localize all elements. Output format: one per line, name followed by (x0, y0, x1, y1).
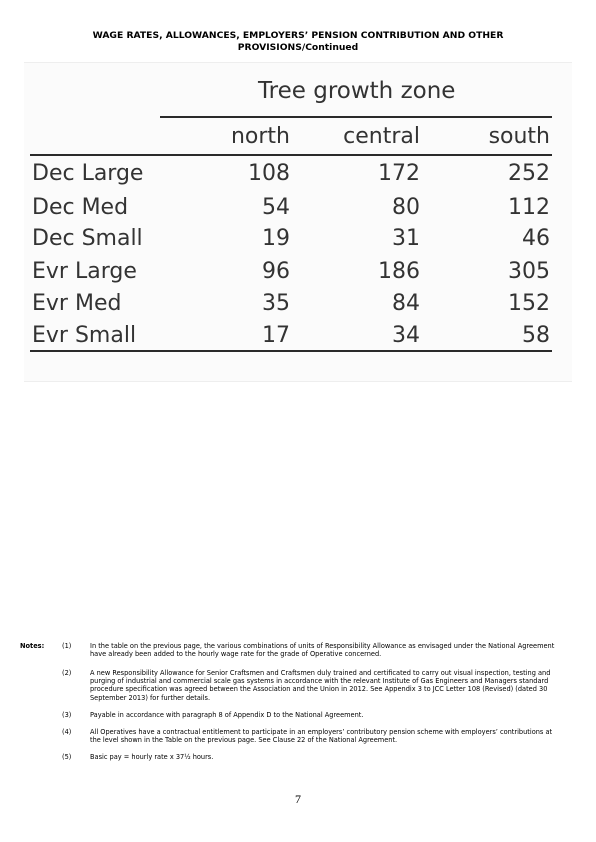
row-label: Evr Large (32, 259, 137, 284)
note-text: Basic pay = hourly rate x 37½ hours. (90, 753, 214, 761)
table-cell: 172 (378, 161, 420, 186)
page-heading: WAGE RATES, ALLOWANCES, EMPLOYERS’ PENSI… (40, 30, 556, 54)
table-cell: 96 (262, 259, 290, 284)
table-cell: 186 (378, 259, 420, 284)
table-cell: 34 (392, 323, 420, 348)
row-label: Dec Med (32, 195, 129, 220)
table-cell: 58 (522, 323, 550, 348)
note-text: Payable in accordance with paragraph 8 o… (90, 711, 364, 719)
table-cell: 80 (392, 195, 420, 220)
table-bottom-rule (30, 350, 552, 352)
row-label: Evr Med (32, 291, 122, 316)
table-title: Tree growth zone (258, 78, 456, 104)
header-rule (160, 116, 552, 118)
row-label: Dec Small (32, 226, 143, 251)
note-number: (5) (62, 753, 72, 761)
table-bottom-edge (24, 381, 572, 382)
column-header-central: central (343, 124, 420, 149)
note-number: (2) (62, 669, 72, 677)
notes-label: Notes: (20, 642, 45, 650)
column-header-south: south (488, 124, 550, 149)
note-number: (3) (62, 711, 72, 719)
row-label: Dec Large (32, 161, 144, 186)
heading-line-2: PROVISIONS/Continued (237, 42, 359, 53)
table-cell: 305 (508, 259, 550, 284)
table-cell: 54 (262, 195, 290, 220)
row-label: Evr Small (32, 323, 137, 348)
column-header-north: north (230, 124, 290, 149)
note-text: In the table on the previous page, the v… (90, 642, 555, 659)
table-cell: 46 (522, 226, 550, 251)
tree-growth-table: Tree growth zone north central south Dec… (24, 62, 572, 382)
table-cell: 84 (392, 291, 420, 316)
table-cell: 31 (392, 226, 420, 251)
table-top-edge (24, 62, 572, 63)
column-header-rule (30, 154, 552, 156)
table-cell: 35 (262, 291, 290, 316)
table-cell: 19 (262, 226, 290, 251)
table-cell: 112 (508, 195, 550, 220)
table-cell: 108 (248, 161, 290, 186)
note-text: A new Responsibility Allowance for Senio… (90, 669, 551, 702)
table-cell: 152 (508, 291, 550, 316)
note-number: (1) (62, 642, 72, 650)
heading-line-1: WAGE RATES, ALLOWANCES, EMPLOYERS’ PENSI… (92, 30, 504, 41)
table-cell: 252 (508, 161, 550, 186)
page-number: 7 (295, 792, 301, 806)
note-text: All Operatives have a contractual entitl… (90, 728, 553, 745)
table-cell: 17 (262, 323, 290, 348)
note-number: (4) (62, 728, 72, 736)
